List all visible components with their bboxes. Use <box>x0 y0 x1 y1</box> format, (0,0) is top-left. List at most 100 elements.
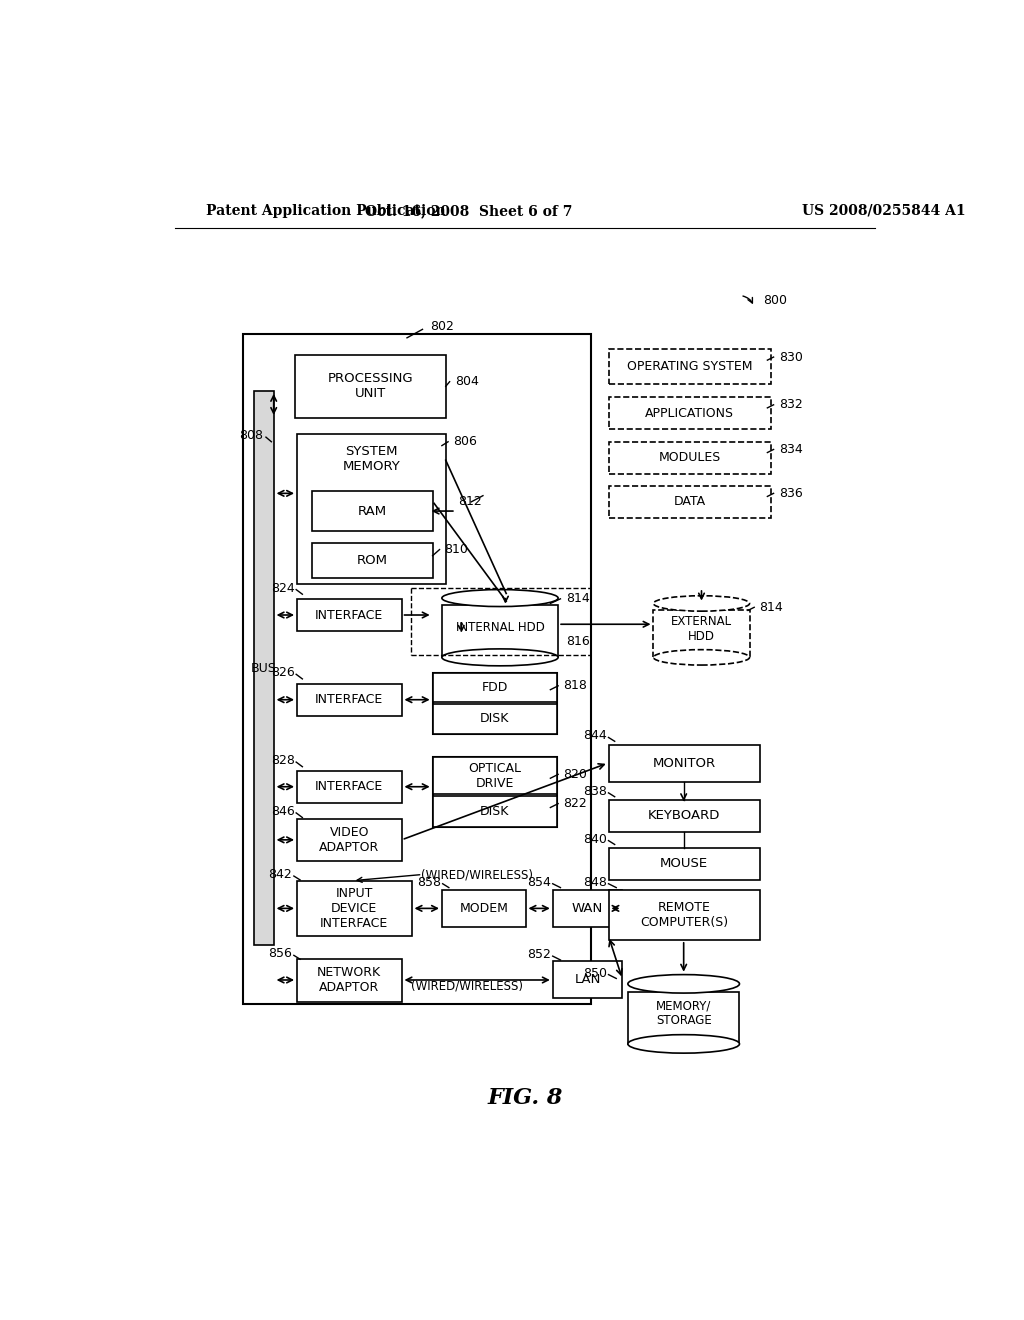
Text: 812: 812 <box>458 495 482 508</box>
Text: 854: 854 <box>527 875 551 888</box>
Bar <box>312 544 432 578</box>
Text: 832: 832 <box>779 399 803 412</box>
Bar <box>553 961 623 998</box>
Text: 824: 824 <box>271 582 295 594</box>
Text: Patent Application Publication: Patent Application Publication <box>206 203 445 218</box>
Bar <box>297 960 401 1002</box>
Text: MEMORY/
STORAGE: MEMORY/ STORAGE <box>655 999 712 1027</box>
Text: 858: 858 <box>417 875 441 888</box>
Bar <box>432 673 557 702</box>
Text: 816: 816 <box>566 635 590 648</box>
Text: APPLICATIONS: APPLICATIONS <box>645 407 734 420</box>
Text: (WIRED/WIRELESS): (WIRED/WIRELESS) <box>421 869 532 880</box>
Bar <box>608 847 760 880</box>
Text: DISK: DISK <box>480 805 509 818</box>
Text: OPTICAL
DRIVE: OPTICAL DRIVE <box>468 762 521 789</box>
Text: MOUSE: MOUSE <box>660 857 709 870</box>
Text: INTERFACE: INTERFACE <box>315 693 383 706</box>
Text: FDD: FDD <box>481 681 508 694</box>
Ellipse shape <box>653 595 750 611</box>
Text: 810: 810 <box>444 543 468 556</box>
Text: 804: 804 <box>455 375 479 388</box>
Text: 848: 848 <box>583 875 607 888</box>
Text: FIG. 8: FIG. 8 <box>487 1086 562 1109</box>
Text: KEYBOARD: KEYBOARD <box>648 809 720 822</box>
Text: BUS: BUS <box>251 661 276 675</box>
Bar <box>442 605 558 657</box>
Text: 840: 840 <box>583 833 607 846</box>
Text: 826: 826 <box>271 667 295 680</box>
Text: 834: 834 <box>779 444 803 455</box>
Bar <box>442 890 525 927</box>
Text: 814: 814 <box>760 601 783 614</box>
Text: 828: 828 <box>270 754 295 767</box>
Text: REMOTE
COMPUTER(S): REMOTE COMPUTER(S) <box>640 902 728 929</box>
Text: INTERNAL HDD: INTERNAL HDD <box>456 620 545 634</box>
Bar <box>608 350 771 384</box>
Bar <box>432 796 557 826</box>
Bar <box>432 673 557 734</box>
Text: 844: 844 <box>584 730 607 742</box>
Text: DATA: DATA <box>674 495 706 508</box>
Bar <box>295 355 445 418</box>
Text: 814: 814 <box>566 593 590 606</box>
Text: 846: 846 <box>271 805 295 818</box>
Text: 820: 820 <box>563 768 588 781</box>
Text: 802: 802 <box>430 319 454 333</box>
Text: 806: 806 <box>454 436 477 449</box>
Text: 850: 850 <box>583 966 607 979</box>
Text: 800: 800 <box>764 294 787 308</box>
Bar <box>608 442 771 474</box>
Bar <box>297 880 412 936</box>
Text: VIDEO
ADAPTOR: VIDEO ADAPTOR <box>319 826 379 854</box>
Text: INTERFACE: INTERFACE <box>315 780 383 793</box>
Bar <box>432 758 557 795</box>
Text: US 2008/0255844 A1: US 2008/0255844 A1 <box>802 203 966 218</box>
Bar <box>243 334 592 1003</box>
Text: EXTERNAL
HDD: EXTERNAL HDD <box>671 615 732 643</box>
Text: 822: 822 <box>563 797 588 810</box>
Bar <box>608 486 771 517</box>
Bar <box>297 434 445 585</box>
Bar <box>432 704 557 734</box>
Bar <box>553 890 623 927</box>
Text: MODULES: MODULES <box>658 451 721 465</box>
Text: Oct. 16, 2008  Sheet 6 of 7: Oct. 16, 2008 Sheet 6 of 7 <box>366 203 572 218</box>
Text: SYSTEM
MEMORY: SYSTEM MEMORY <box>342 445 400 473</box>
Bar <box>312 491 432 531</box>
Bar <box>608 800 760 832</box>
Text: MODEM: MODEM <box>460 902 508 915</box>
Ellipse shape <box>628 974 739 993</box>
Text: INTERFACE: INTERFACE <box>315 609 383 622</box>
Text: NETWORK
ADAPTOR: NETWORK ADAPTOR <box>317 966 381 994</box>
Text: 856: 856 <box>268 948 292 961</box>
Text: WAN: WAN <box>572 902 603 915</box>
Bar <box>297 599 401 631</box>
Text: DISK: DISK <box>480 713 509 726</box>
Text: RAM: RAM <box>358 504 387 517</box>
Text: ROM: ROM <box>357 554 388 568</box>
Text: 842: 842 <box>268 869 292 880</box>
Bar <box>297 771 401 803</box>
Bar <box>254 391 273 945</box>
Ellipse shape <box>442 649 558 665</box>
Text: 836: 836 <box>779 487 803 500</box>
Ellipse shape <box>442 590 558 607</box>
Text: 830: 830 <box>779 351 803 363</box>
Bar <box>297 818 401 862</box>
Ellipse shape <box>628 1035 739 1053</box>
Ellipse shape <box>653 649 750 665</box>
Text: 818: 818 <box>563 680 588 693</box>
Bar <box>297 684 401 715</box>
Text: INPUT
DEVICE
INTERFACE: INPUT DEVICE INTERFACE <box>321 887 388 929</box>
Text: MONITOR: MONITOR <box>652 758 716 770</box>
Text: 808: 808 <box>240 429 263 442</box>
Bar <box>432 758 557 826</box>
Text: OPERATING SYSTEM: OPERATING SYSTEM <box>627 360 753 374</box>
Bar <box>608 744 760 781</box>
Text: 838: 838 <box>583 785 607 797</box>
Text: LAN: LAN <box>574 973 601 986</box>
Bar <box>653 610 750 657</box>
Text: (WIRED/WIRELESS): (WIRED/WIRELESS) <box>411 979 523 993</box>
Bar <box>608 890 760 940</box>
